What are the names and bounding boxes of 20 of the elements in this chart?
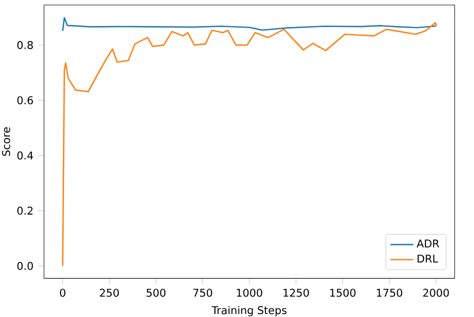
y-tick-label: 0.6 <box>17 96 33 104</box>
line-series <box>62 22 438 267</box>
legend-label: ADR <box>416 240 440 248</box>
legend-label: DRL <box>418 254 438 263</box>
x-tick-label: 0 <box>60 288 66 297</box>
x-axis-title: Training Steps <box>212 306 286 316</box>
x-tick-label: 750 <box>193 288 212 297</box>
y-tick-label: 0.8 <box>17 40 33 50</box>
x-tick-label: 1500 <box>330 288 356 297</box>
x-tick-label: 1250 <box>284 288 309 297</box>
x-tick-label: 1000 <box>236 288 262 297</box>
y-axis-title: Score <box>2 127 10 156</box>
y-tick-label: 0.0 <box>17 262 33 270</box>
y-tick-label: 0.4 <box>17 151 34 160</box>
line-series <box>62 17 437 32</box>
x-tick-label: 500 <box>146 288 166 297</box>
y-tick-label: 0.2 <box>17 206 33 215</box>
x-tick-label: 1750 <box>376 288 402 297</box>
x-tick-label: 2000 <box>423 288 449 297</box>
x-tick-label: 250 <box>100 288 119 297</box>
